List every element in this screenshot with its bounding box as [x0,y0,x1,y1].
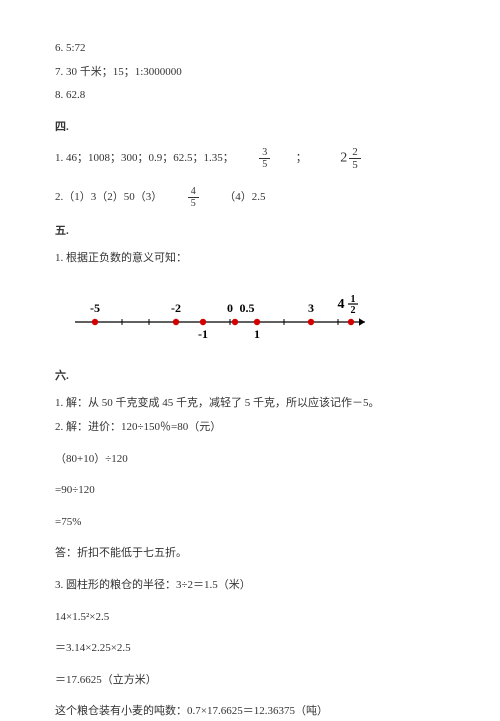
s4-row2-b: （4）2.5 [224,191,265,203]
svg-text:3: 3 [308,301,314,315]
s5-l1: 1. 根据正负数的意义可知： [55,250,445,268]
s6-l8: 14×1.5²×2.5 [55,609,445,627]
s4-row1-prefix: 1. 46；1008；300；0.9；62.5；1.35； [55,153,234,165]
svg-text:4: 4 [338,297,345,312]
semi: ； [296,153,307,165]
mixed-frac: 2 5 [349,146,361,171]
s6-l7: 3. 圆柱形的粮仓的半径：3÷2＝1.5（米） [55,577,445,595]
svg-text:1: 1 [351,294,356,305]
s6-l9: ＝3.14×2.25×2.5 [55,640,445,658]
mixed-num: 2 [349,146,361,159]
s4-row2: 2.（1）3（2）50（3） 4 5 （4）2.5 [55,186,445,209]
fraction-3-5: 3 5 [259,147,270,170]
frac-num: 3 [259,147,270,159]
svg-text:0.5: 0.5 [240,301,255,315]
s6-l1: 1. 解：从 50 千克变成 45 千克，减轻了 5 千克，所以应该记作－5。 [55,395,445,413]
s6-l6: 答：折扣不能低于七五折。 [55,545,445,563]
section-5-header: 五. [55,223,445,241]
number-line-svg: -5-2-100.513412 [55,286,385,350]
s6-l11: 这个粮仓装有小麦的吨数：0.7×17.6625＝12.36375（吨） [55,703,445,721]
s6-l2: 2. 解：进价：120÷150％=80（元） [55,419,445,437]
ans-8: 8. 62.8 [55,87,445,105]
section-6-header: 六. [55,368,445,386]
fraction-4-5: 4 5 [188,186,199,209]
ans-7: 7. 30 千米；15；1:3000000 [55,64,445,82]
svg-text:2: 2 [351,305,356,316]
s6-l4: =90÷120 [55,482,445,500]
s6-l3: （80+10）÷120 [55,451,445,469]
section-4-header: 四. [55,119,445,137]
number-line: -5-2-100.513412 [55,286,445,350]
s4-row1: 1. 46；1008；300；0.9；62.5；1.35； 3 5 ； 2 2 … [55,146,445,171]
mixed-whole: 2 [340,151,347,166]
mixed-2-2-5: 2 2 5 [340,146,363,171]
s4-row2-a: 2.（1）3（2）50（3） [55,191,162,203]
svg-text:-2: -2 [171,301,181,315]
s6-l10: ＝17.6625（立方米） [55,672,445,690]
s6-l5: =75% [55,514,445,532]
svg-text:-5: -5 [90,301,100,315]
frac2-den: 5 [188,198,199,209]
svg-text:1: 1 [254,327,260,341]
ans-6: 6. 5:72 [55,40,445,58]
frac-den: 5 [259,159,270,170]
svg-text:-1: -1 [198,327,208,341]
frac2-num: 4 [188,186,199,198]
svg-text:0: 0 [227,301,233,315]
mixed-den: 5 [349,159,361,171]
